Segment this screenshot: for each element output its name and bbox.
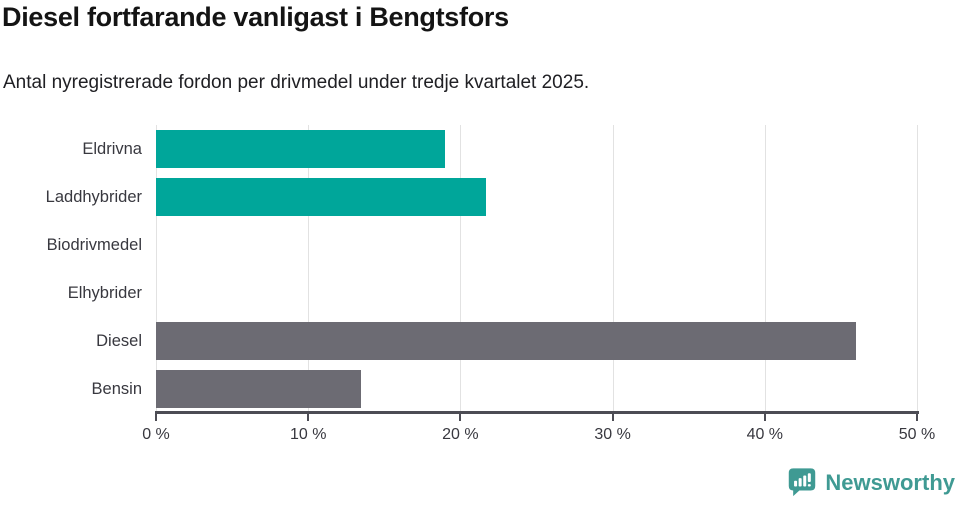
category-label-bensin: Bensin: [91, 380, 142, 398]
category-label-eldrivna: Eldrivna: [82, 140, 142, 158]
gridline-50: [917, 125, 918, 413]
plot-area: [156, 125, 918, 413]
category-label-elhybrider: Elhybrider: [67, 284, 142, 302]
category-label-diesel: Diesel: [96, 332, 142, 350]
gridline-20: [460, 125, 462, 413]
x-tick-10: [307, 414, 310, 421]
gridline-0: [156, 125, 157, 413]
gridline-40: [764, 125, 766, 413]
category-label-biodrivmedel: Biodrivmedel: [46, 236, 142, 254]
x-tick-label-30: 30 %: [594, 426, 631, 443]
x-tick-label-50: 50 %: [898, 426, 936, 443]
category-axis: Eldrivna Laddhybrider Biodrivmedel Elhybrid…: [0, 125, 142, 413]
x-tick-30: [611, 414, 614, 421]
gridline-30: [612, 125, 614, 413]
x-tick-label-40: 40 %: [746, 426, 784, 443]
footer-branding: Newsworthy: [787, 466, 955, 499]
chart-subtitle: Antal nyregistrerade fordon per drivmede…: [3, 72, 590, 93]
x-tick-label-0: 0 %: [142, 426, 170, 443]
bar-diesel: [156, 322, 857, 360]
x-tick-0: [155, 414, 157, 421]
x-tick-label-10: 10 %: [289, 426, 327, 443]
x-tick-40: [763, 414, 766, 421]
chart-title: Diesel fortfarande vanligast i Bengtsfor…: [2, 2, 509, 32]
gridline-10: [308, 125, 310, 413]
brand-wordmark: Newsworthy: [825, 469, 955, 495]
bar-laddhybrider: [156, 178, 487, 216]
x-tick-20: [459, 414, 462, 421]
x-axis-line: [155, 411, 919, 414]
newsworthy-logo-icon: [787, 466, 817, 499]
category-label-laddhybrider: Laddhybrider: [45, 188, 142, 206]
x-tick-label-20: 20 %: [442, 426, 479, 443]
x-tick-50: [916, 414, 918, 421]
bar-eldrivna: [156, 130, 446, 168]
bar-bensin: [156, 370, 362, 408]
